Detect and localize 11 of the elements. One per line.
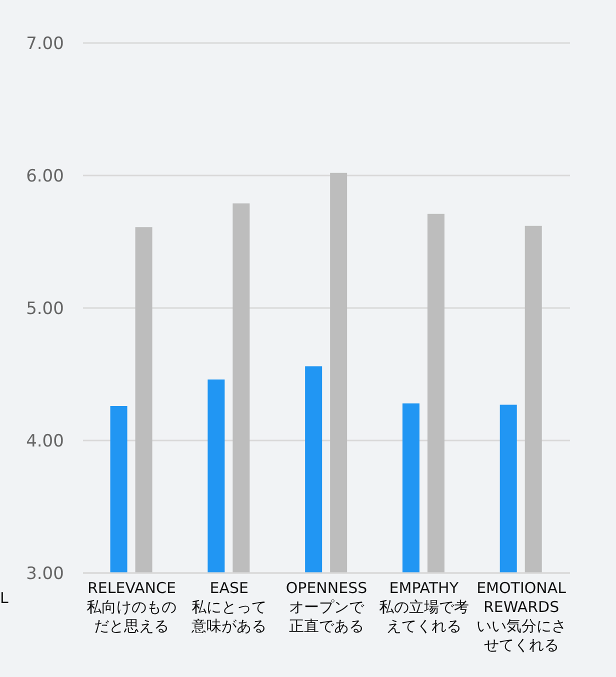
- y-tick-label: 4.00: [26, 432, 64, 452]
- x-tick-label: EMPATHY 私の立場で考えてくれる: [378, 579, 469, 635]
- y-tick-label: 5.00: [26, 299, 64, 320]
- x-tick-label: EMOTIONAL REWARDS いい気分にさせてくれる: [476, 579, 567, 654]
- x-tick-label: EASE 私にとって意味がある: [190, 579, 267, 635]
- x-tick-label: OPENNESS オープンで正直である: [286, 579, 368, 635]
- cut-label: L: [0, 589, 8, 607]
- x-tick-label: RELEVANCE 私向けのものだと思える: [86, 579, 177, 635]
- y-tick-label: 7.00: [26, 34, 64, 54]
- y-tick-label: 3.00: [26, 564, 64, 584]
- y-tick-label: 6.00: [26, 166, 64, 187]
